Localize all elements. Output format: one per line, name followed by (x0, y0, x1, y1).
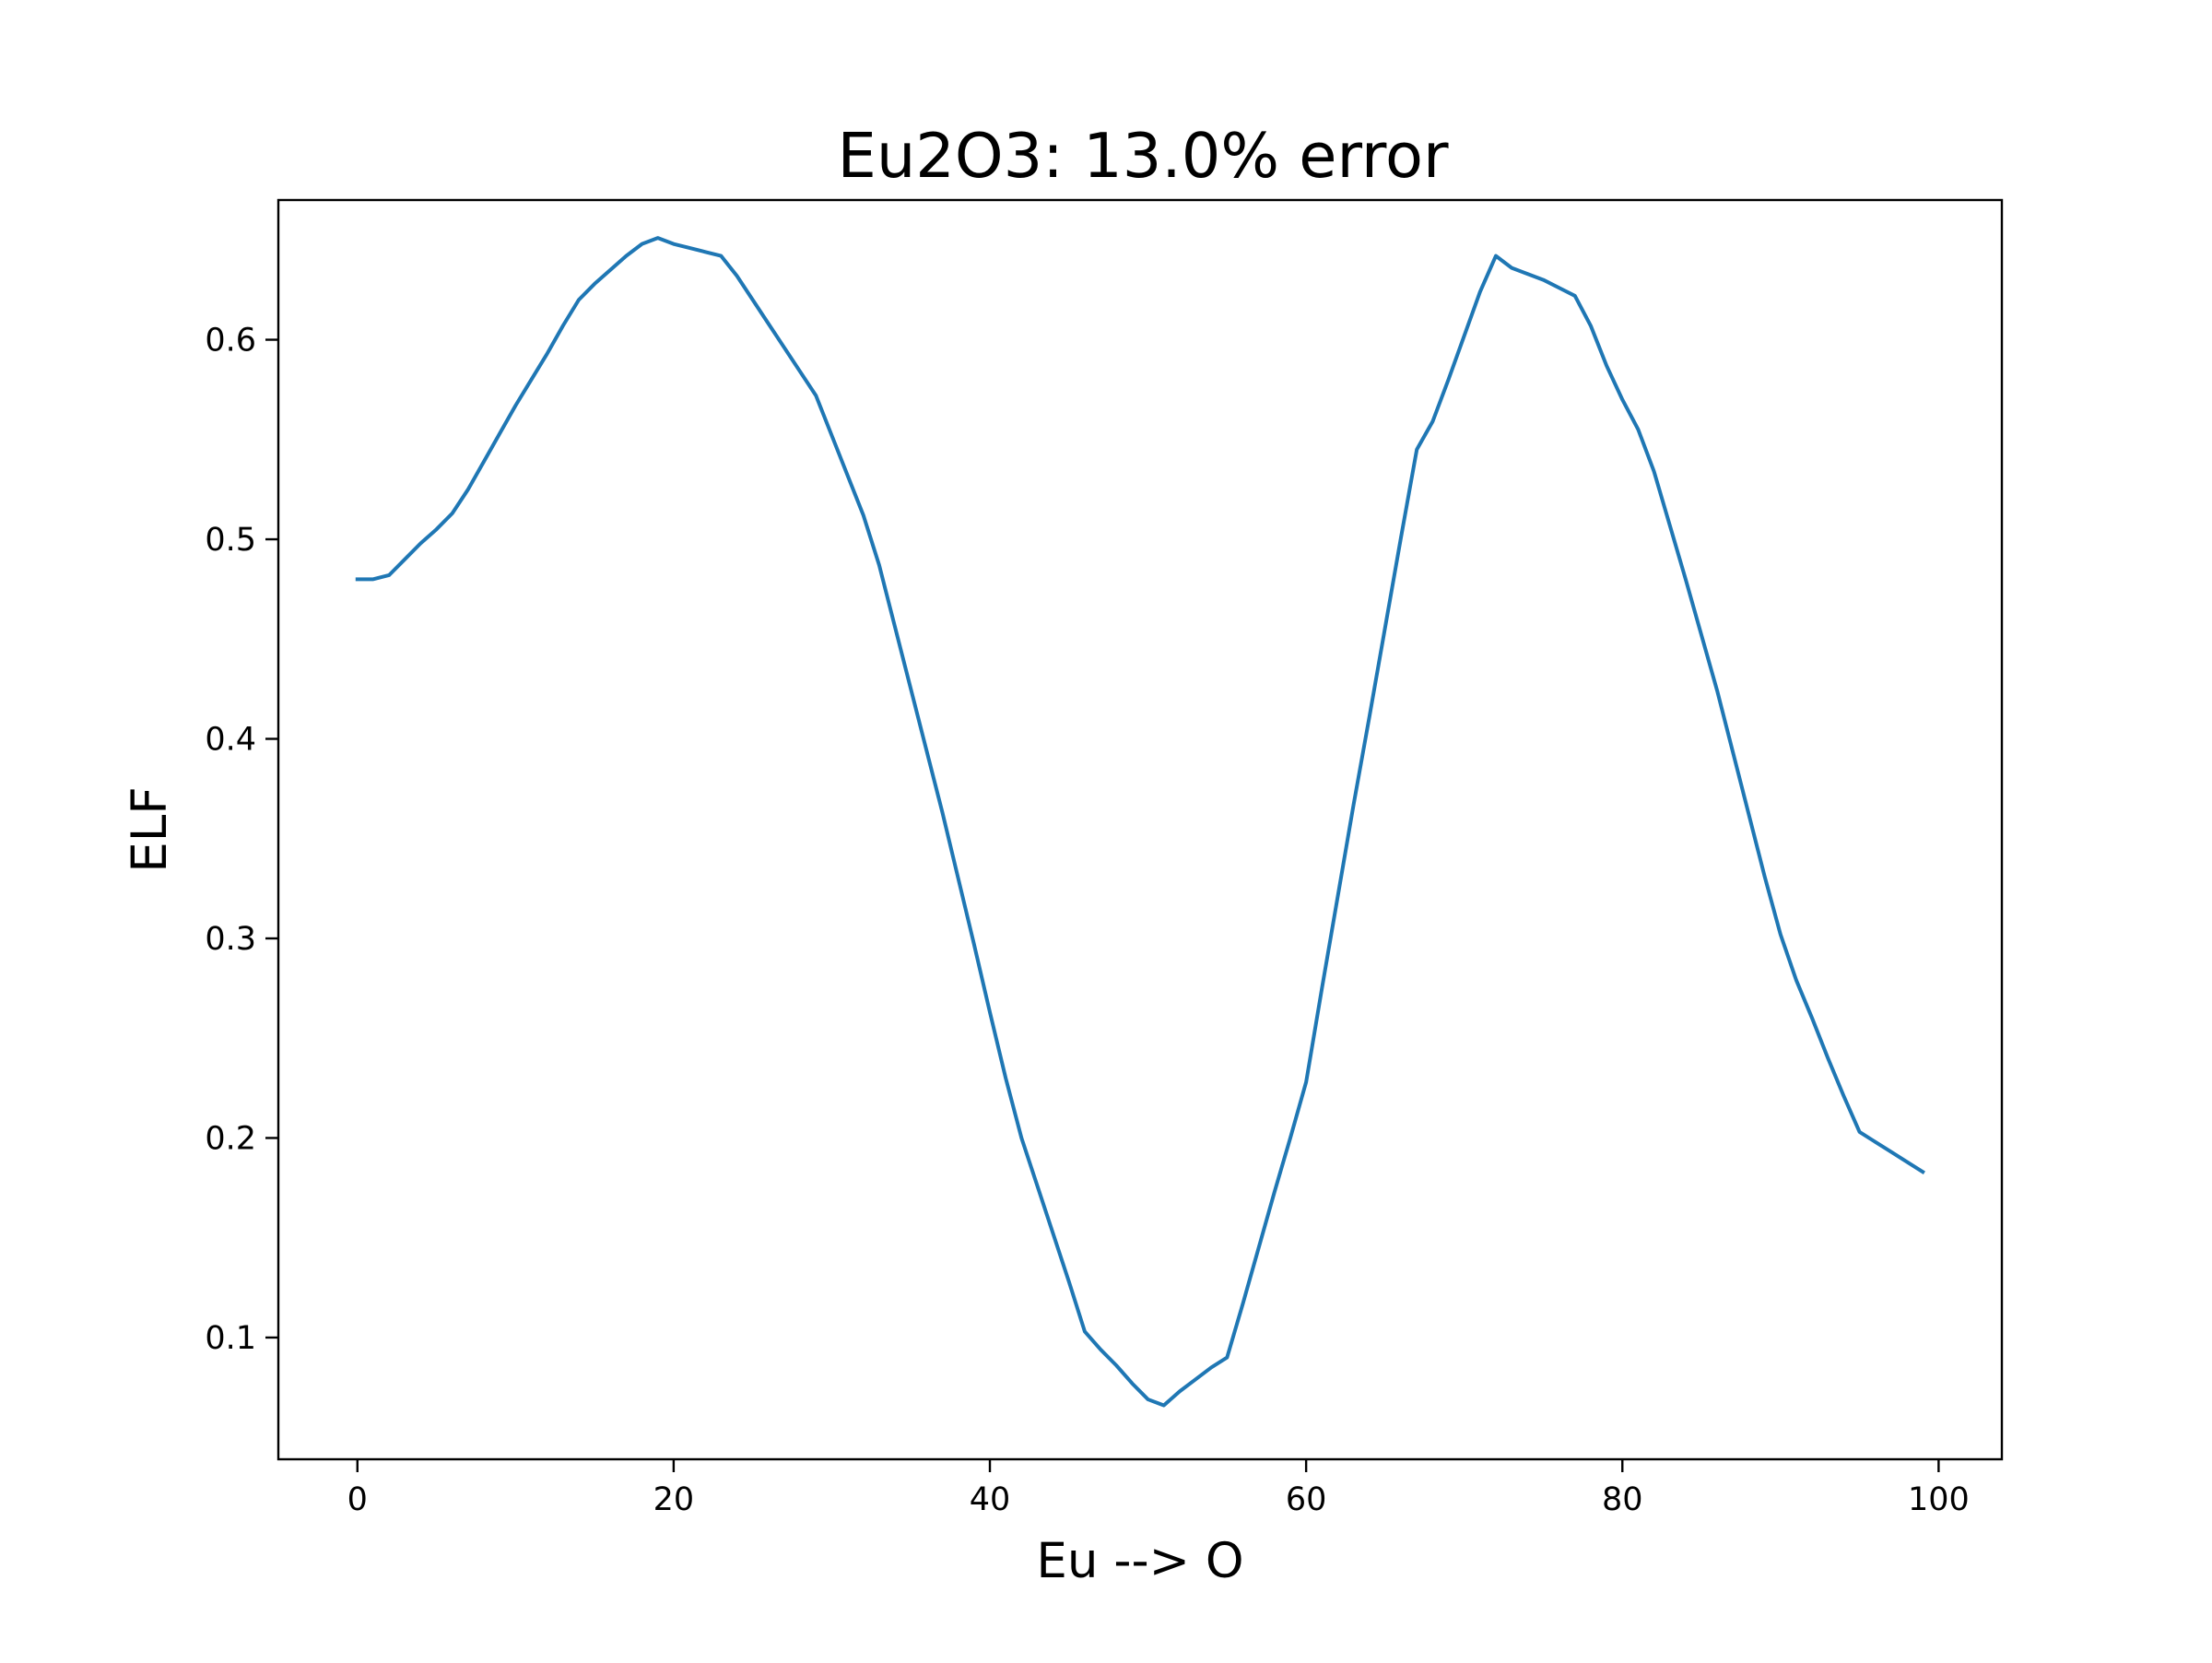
y-axis-ticks: 0.1 0.2 0.3 0.4 0.5 0.6 (205, 323, 278, 1357)
x-tick-label: 100 (1908, 1481, 1970, 1518)
y-tick-label: 0.4 (205, 722, 256, 759)
y-tick-label: 0.1 (205, 1320, 256, 1357)
chart-title: Eu2O3: 13.0% error (838, 120, 1449, 192)
x-tick-label: 0 (347, 1481, 368, 1518)
y-tick-label: 0.5 (205, 522, 256, 559)
y-tick-label: 0.2 (205, 1120, 256, 1157)
x-axis-ticks: 0 20 40 60 80 100 (347, 1459, 1970, 1518)
y-tick-label: 0.6 (205, 323, 256, 360)
x-tick-label: 60 (1286, 1481, 1327, 1518)
x-tick-label: 40 (970, 1481, 1011, 1518)
y-tick-label: 0.3 (205, 921, 256, 958)
elf-series-line (355, 236, 1925, 1408)
x-tick-label: 20 (653, 1481, 695, 1518)
plot-area-frame (276, 198, 2004, 1461)
x-axis-label: Eu --> O (1036, 1533, 1243, 1589)
x-tick-label: 80 (1602, 1481, 1643, 1518)
y-axis-label: ELF (122, 786, 178, 873)
